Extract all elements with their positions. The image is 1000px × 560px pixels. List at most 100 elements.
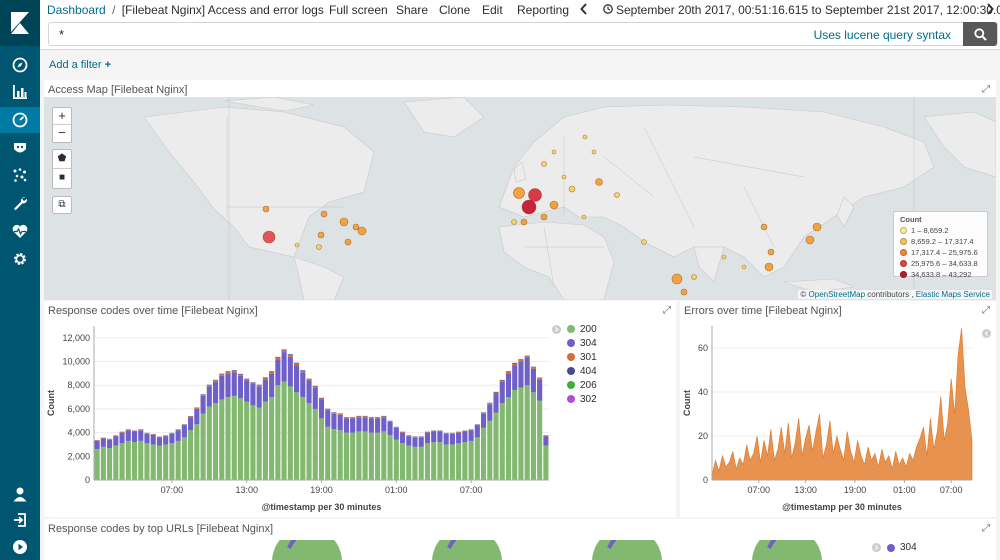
- breadcrumb: Dashboard / [Filebeat Nginx] Access and …: [47, 3, 324, 17]
- errors-chart[interactable]: 0 20 40 60 07:00 13:00 19:00 01:00 07:00 @timesta…: [680, 318, 980, 518]
- bar-304: [294, 365, 300, 393]
- expand-errors-icon[interactable]: ⤢: [982, 305, 990, 316]
- user-icon[interactable]: [6, 482, 34, 506]
- legend-item-404[interactable]: 404: [567, 364, 597, 378]
- share-button[interactable]: Share: [396, 3, 429, 17]
- logout-icon[interactable]: [6, 508, 34, 532]
- bar-304: [194, 408, 200, 425]
- dev-tools-icon[interactable]: [6, 191, 34, 215]
- bar-301: [262, 378, 268, 380]
- bar-200: [331, 429, 337, 480]
- edit-button[interactable]: Edit: [482, 3, 503, 17]
- top-urls-legend-label[interactable]: 304: [900, 542, 917, 553]
- legend-dot: [567, 395, 575, 403]
- kibana-logo[interactable]: [0, 0, 40, 46]
- legend-item-304[interactable]: 304: [567, 336, 597, 350]
- y-tick-label: 6,000: [67, 404, 90, 414]
- y-tick-label: 60: [698, 343, 708, 353]
- access-map[interactable]: + − ⬟ ■ ⧉: [44, 97, 996, 300]
- time-back-chevron-icon[interactable]: [580, 3, 588, 18]
- bar-200: [399, 443, 406, 480]
- time-range-picker[interactable]: September 20th 2017, 00:51:16.615 to Sep…: [616, 3, 1000, 17]
- bar-200: [231, 395, 237, 480]
- search-button[interactable]: [963, 22, 997, 46]
- monitoring-icon[interactable]: [6, 219, 34, 243]
- bar-200: [337, 430, 343, 480]
- zoom-in-button[interactable]: +: [53, 108, 71, 125]
- breadcrumb-dashboard-link[interactable]: Dashboard: [47, 3, 106, 17]
- response-codes-chart[interactable]: 0 2,000 4,000 6,000 8,000 10,000 12,000 07:00 13…: [44, 318, 554, 518]
- openstreetmap-link[interactable]: OpenStreetMap: [808, 290, 866, 299]
- legend-item-301[interactable]: 301: [567, 350, 597, 364]
- bar-301: [505, 371, 512, 374]
- bar-301: [250, 382, 256, 385]
- bar-301: [487, 403, 493, 405]
- expand-top-urls-icon[interactable]: ⤢: [982, 523, 990, 534]
- bar-301: [331, 412, 337, 414]
- top-urls-pies[interactable]: [44, 540, 994, 560]
- bar-304: [543, 436, 549, 446]
- legend-label: 200: [580, 323, 597, 335]
- bar-200: [375, 432, 381, 480]
- clone-button[interactable]: Clone: [439, 3, 471, 17]
- machine-learning-icon[interactable]: [6, 163, 34, 187]
- errors-legend-chevron-icon[interactable]: [982, 325, 991, 343]
- bar-200: [505, 397, 512, 480]
- draw-rectangle-icon[interactable]: ■: [58, 172, 66, 183]
- bar-301: [443, 433, 449, 434]
- bar-301: [219, 374, 225, 376]
- reporting-button[interactable]: Reporting: [517, 3, 570, 17]
- bar-200: [418, 446, 424, 480]
- zoom-out-button[interactable]: −: [58, 125, 66, 140]
- bar-301: [212, 380, 219, 382]
- bar-301: [468, 429, 474, 431]
- bar-200: [275, 385, 281, 480]
- response-codes-title: Response codes over time [Filebeat Nginx…: [48, 305, 258, 317]
- timelion-icon[interactable]: [6, 136, 34, 160]
- bar-304: [94, 440, 100, 450]
- x-tick-label: 07:00: [748, 485, 771, 495]
- elastic-maps-link[interactable]: Elastic Maps Service: [915, 290, 990, 299]
- visualize-icon[interactable]: [6, 80, 34, 104]
- lucene-syntax-link[interactable]: Uses lucene query syntax: [813, 28, 951, 42]
- x-tick-label: 07:00: [940, 485, 963, 495]
- attribution-copyright: ©: [800, 290, 807, 299]
- errors-panel: [680, 301, 996, 517]
- legend-item-200[interactable]: 200: [567, 322, 597, 336]
- add-filter-button[interactable]: Add a filter +: [49, 59, 111, 71]
- time-forward-chevron-icon[interactable]: [986, 3, 994, 18]
- full-screen-button[interactable]: Full screen: [329, 3, 388, 17]
- query-text[interactable]: *: [59, 27, 65, 42]
- legend-item-206[interactable]: 206: [567, 378, 597, 392]
- legend-label: 302: [580, 393, 597, 405]
- expand-map-icon[interactable]: ⤢: [982, 84, 990, 95]
- expand-response-codes-icon[interactable]: ⤢: [663, 305, 671, 316]
- bar-200: [300, 397, 306, 480]
- top-nav-bar: Dashboard / [Filebeat Nginx] Access and …: [40, 0, 1000, 20]
- zoom-controls: + −: [52, 107, 72, 143]
- bar-304: [318, 399, 325, 419]
- legend-toggle-chevron-icon[interactable]: [552, 325, 561, 337]
- dashboard-icon[interactable]: [0, 107, 40, 133]
- bar-304: [175, 430, 181, 441]
- bar-200: [156, 445, 163, 480]
- bar-304: [512, 365, 518, 390]
- draw-polygon-icon[interactable]: ⬟: [53, 150, 71, 169]
- bar-200: [468, 440, 474, 480]
- query-input[interactable]: * Uses lucene query syntax: [48, 22, 998, 46]
- bar-304: [362, 417, 368, 432]
- bar-304: [524, 357, 530, 386]
- bar-200: [194, 424, 200, 480]
- management-gear-icon[interactable]: [6, 247, 34, 271]
- collapse-icon[interactable]: [6, 535, 34, 559]
- bar-301: [524, 356, 530, 358]
- legend-row: 17,317.4 – 25,975.6: [900, 247, 981, 258]
- legend-item-302[interactable]: 302: [567, 392, 597, 406]
- fit-bounds-icon[interactable]: ⧉: [52, 196, 72, 214]
- bar-304: [387, 421, 393, 435]
- discover-icon[interactable]: [6, 53, 34, 77]
- bar-304: [269, 373, 275, 398]
- bar-304: [138, 430, 144, 441]
- bar-304: [412, 437, 418, 447]
- bar-200: [188, 430, 194, 480]
